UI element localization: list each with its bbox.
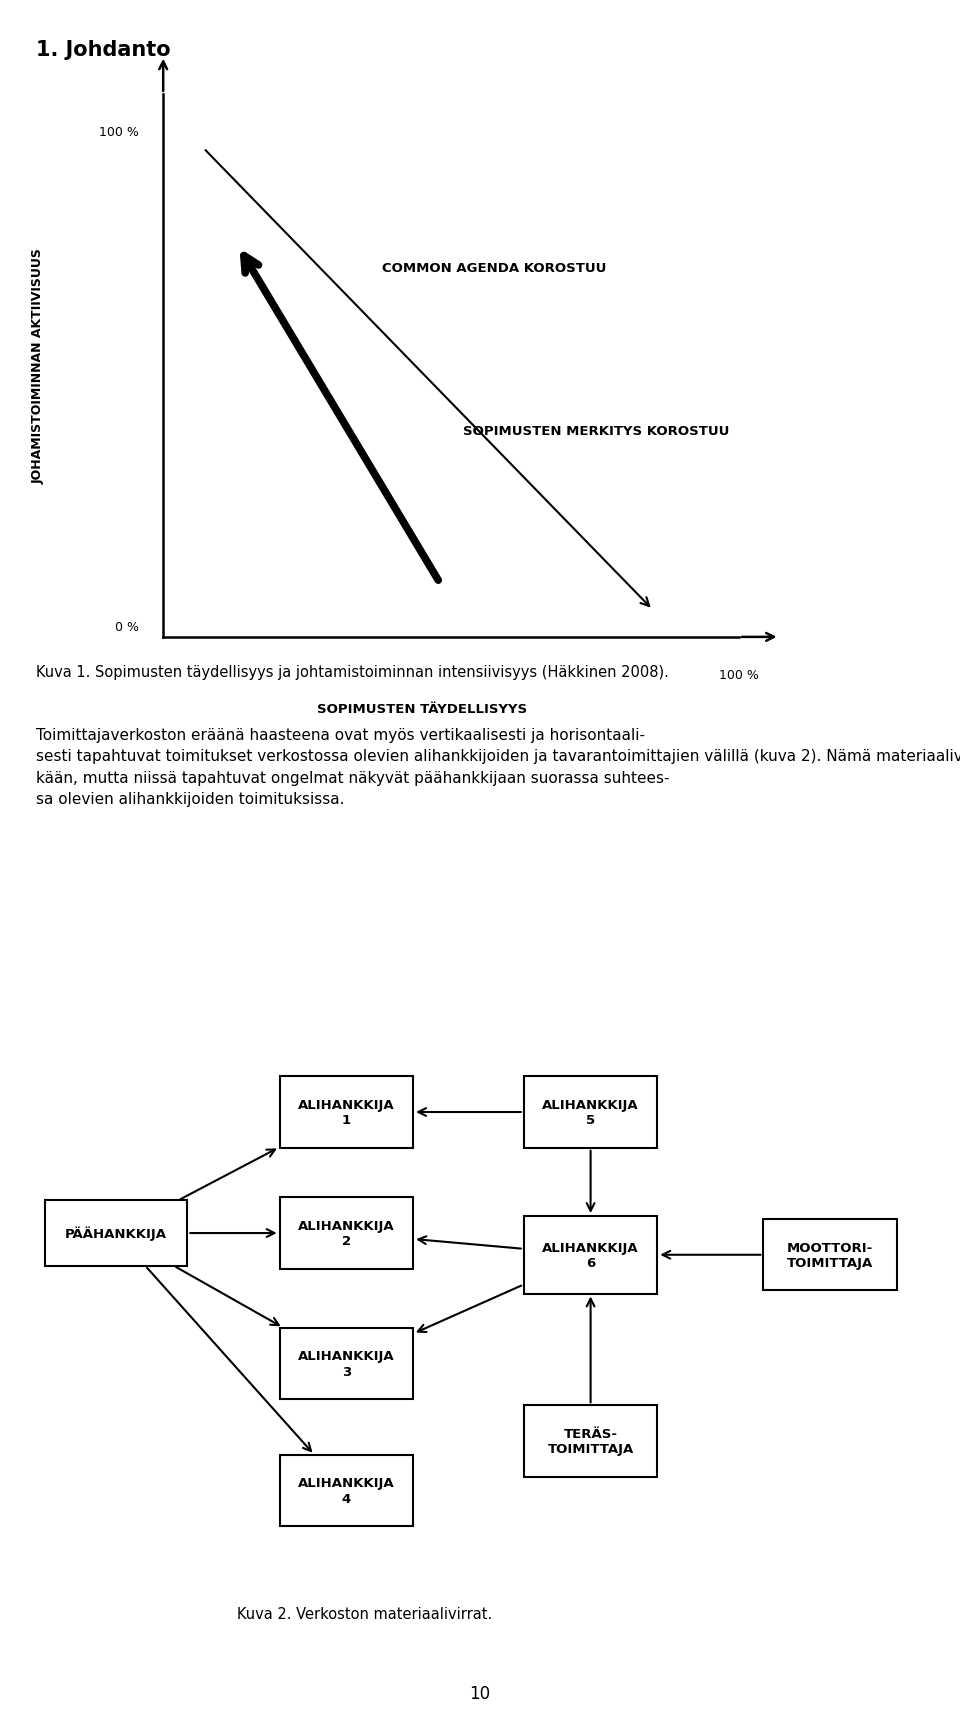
Text: ALIHANKKIJA
2: ALIHANKKIJA 2 bbox=[298, 1220, 395, 1247]
FancyBboxPatch shape bbox=[524, 1216, 658, 1294]
FancyBboxPatch shape bbox=[524, 1406, 658, 1477]
Text: ALIHANKKIJA
6: ALIHANKKIJA 6 bbox=[542, 1241, 639, 1270]
FancyBboxPatch shape bbox=[279, 1454, 413, 1527]
FancyBboxPatch shape bbox=[279, 1328, 413, 1399]
Text: ALIHANKKIJA
5: ALIHANKKIJA 5 bbox=[542, 1098, 639, 1127]
Text: SOPIMUSTEN MERKITYS KOROSTUU: SOPIMUSTEN MERKITYS KOROSTUU bbox=[463, 426, 729, 438]
Text: 10: 10 bbox=[469, 1685, 491, 1702]
Text: MOOTTORI-
TOIMITTAJA: MOOTTORI- TOIMITTAJA bbox=[787, 1241, 874, 1270]
Text: 100 %: 100 % bbox=[719, 669, 759, 682]
Text: TERÄS-
TOIMITTAJA: TERÄS- TOIMITTAJA bbox=[547, 1427, 634, 1456]
Text: 100 %: 100 % bbox=[99, 126, 139, 140]
Text: Kuva 2. Verkoston materiaalivirrat.: Kuva 2. Verkoston materiaalivirrat. bbox=[237, 1606, 492, 1621]
Text: PÄÄHANKKIJA: PÄÄHANKKIJA bbox=[65, 1227, 167, 1241]
Text: COMMON AGENDA KOROSTUU: COMMON AGENDA KOROSTUU bbox=[382, 262, 607, 276]
Text: Kuva 1. Sopimusten täydellisyys ja johtamistoiminnan intensiivisyys (Häkkinen 20: Kuva 1. Sopimusten täydellisyys ja johta… bbox=[36, 665, 669, 681]
Text: JOHAMISTOIMINNAN AKTIIVISUUS: JOHAMISTOIMINNAN AKTIIVISUUS bbox=[32, 248, 45, 484]
Text: 1. Johdanto: 1. Johdanto bbox=[36, 40, 171, 60]
Text: SOPIMUSTEN TÄYDELLISYYS: SOPIMUSTEN TÄYDELLISYYS bbox=[318, 703, 527, 717]
Text: ALIHANKKIJA
3: ALIHANKKIJA 3 bbox=[298, 1349, 395, 1378]
FancyBboxPatch shape bbox=[524, 1077, 658, 1148]
Text: ALIHANKKIJA
1: ALIHANKKIJA 1 bbox=[298, 1098, 395, 1127]
Text: ALIHANKKIJA
4: ALIHANKKIJA 4 bbox=[298, 1477, 395, 1504]
FancyBboxPatch shape bbox=[279, 1077, 413, 1148]
Text: 0 %: 0 % bbox=[115, 620, 139, 632]
FancyBboxPatch shape bbox=[44, 1201, 187, 1266]
FancyBboxPatch shape bbox=[763, 1220, 897, 1291]
FancyBboxPatch shape bbox=[279, 1197, 413, 1268]
Text: Toimittajaverkoston eräänä haasteena ovat myös vertikaalisesti ja horisontaali-
: Toimittajaverkoston eräänä haasteena ova… bbox=[36, 727, 960, 806]
